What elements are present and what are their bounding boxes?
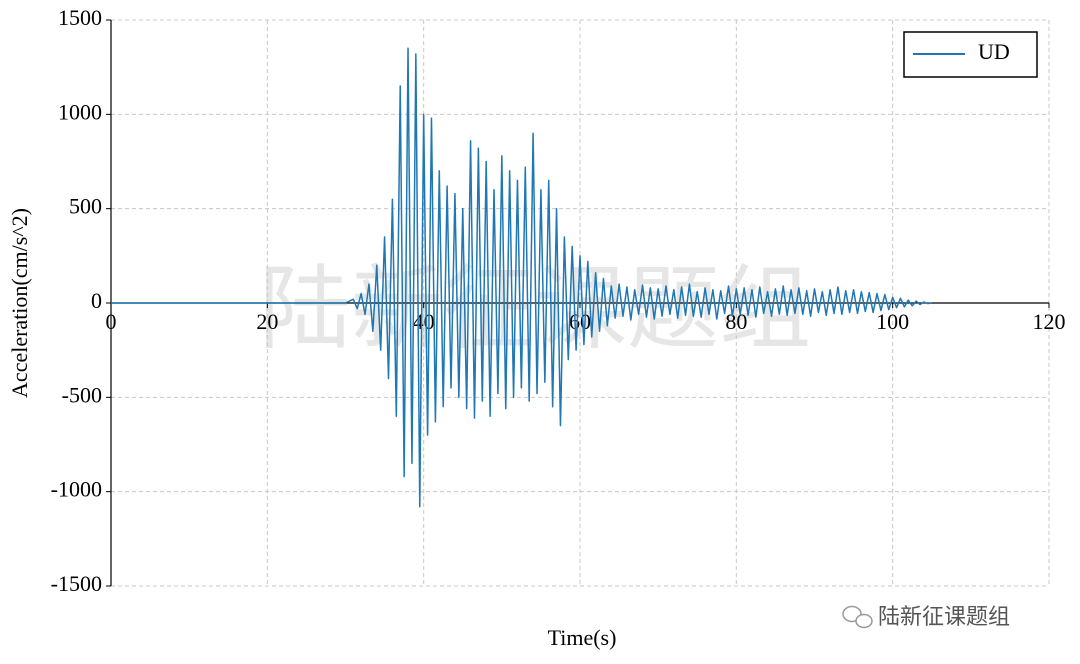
y-tick-label: -500 [62, 382, 102, 407]
x-tick-label: 60 [569, 309, 591, 334]
y-axis-label: Acceleration(cm/s^2) [7, 208, 32, 398]
y-tick-label: -1000 [51, 477, 102, 502]
y-tick-label: 1000 [58, 99, 102, 124]
x-axis-label: Time(s) [548, 625, 617, 650]
legend-label: UD [978, 39, 1010, 64]
y-tick-label: -1500 [51, 571, 102, 596]
data-line [111, 47, 932, 508]
y-tick-label: 1500 [58, 5, 102, 30]
x-tick-label: 80 [725, 309, 747, 334]
x-tick-label: 120 [1033, 309, 1066, 334]
x-tick-label: 20 [256, 309, 278, 334]
y-tick-label: 500 [69, 194, 102, 219]
source-icon [842, 605, 873, 629]
x-tick-label: 100 [876, 309, 909, 334]
x-tick-label: 40 [413, 309, 435, 334]
source-label: 陆新征课题组 [878, 605, 1010, 630]
y-tick-label: 0 [91, 288, 102, 313]
